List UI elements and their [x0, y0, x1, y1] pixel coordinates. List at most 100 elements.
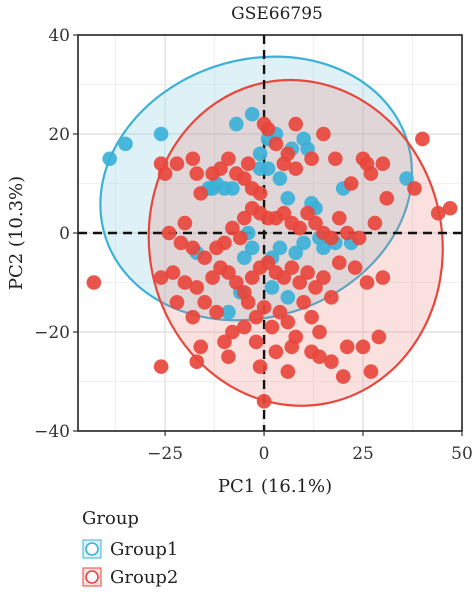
- point-group2: [177, 275, 193, 290]
- point-group2: [236, 210, 252, 226]
- point-group2: [280, 314, 296, 330]
- point-group2: [169, 156, 185, 171]
- point-group1: [280, 191, 296, 206]
- point-group2: [328, 151, 343, 167]
- point-group1: [296, 235, 311, 251]
- point-group2: [280, 364, 296, 379]
- legend-label-group1: Group1: [110, 538, 179, 560]
- point-group2: [355, 339, 371, 355]
- y-tick-label: 20: [48, 125, 70, 145]
- point-group2: [316, 270, 331, 285]
- point-group2: [331, 210, 347, 226]
- point-group2: [363, 166, 379, 181]
- point-group2: [268, 136, 284, 152]
- y-tick-label: −40: [34, 422, 70, 442]
- point-group2: [252, 186, 268, 201]
- point-group1: [153, 126, 169, 142]
- point-group2: [209, 304, 224, 320]
- x-axis-title: PC1 (16.1%): [218, 476, 332, 497]
- point-group2: [217, 235, 232, 251]
- y-axis-title: PC2 (10.3%): [6, 176, 27, 290]
- chart-title: GSE66795: [231, 4, 323, 24]
- y-tick-label: 0: [59, 224, 70, 244]
- legend-title: Group: [82, 508, 139, 529]
- point-group1: [252, 146, 268, 162]
- point-group2: [197, 295, 212, 310]
- point-group2: [351, 230, 367, 246]
- point-group2: [248, 309, 264, 325]
- point-group2: [153, 156, 169, 171]
- point-group2: [236, 319, 252, 335]
- point-group2: [240, 295, 256, 310]
- point-group2: [407, 181, 422, 196]
- x-tick-label: 50: [451, 444, 473, 464]
- point-group2: [165, 265, 181, 280]
- point-group2: [339, 225, 355, 241]
- point-group2: [161, 225, 177, 241]
- point-group1: [244, 240, 260, 256]
- point-group2: [205, 270, 220, 285]
- point-group2: [324, 290, 339, 305]
- point-group2: [197, 250, 212, 266]
- point-group2: [284, 339, 300, 355]
- point-group2: [331, 255, 347, 270]
- point-group1: [272, 171, 288, 186]
- point-group2: [185, 309, 201, 325]
- point-group1: [205, 181, 220, 196]
- point-group2: [189, 166, 205, 181]
- point-group2: [280, 146, 296, 162]
- point-group1: [229, 116, 244, 132]
- point-group2: [185, 240, 201, 256]
- point-group1: [118, 136, 133, 152]
- axis-ticks: −25 0 25 50 −40 −20 0 20 40: [34, 26, 473, 464]
- point-group2: [339, 339, 355, 355]
- point-group2: [236, 171, 252, 186]
- point-group2: [248, 334, 264, 350]
- legend: Group Group1 Group2: [82, 508, 178, 591]
- point-group2: [221, 349, 236, 365]
- pca-scatter-chart: −25 0 25 50 −40 −20 0 20 40 GSE66795 PC1 (16.1%)…: [6, 4, 473, 497]
- point-group2: [284, 260, 300, 275]
- point-group2: [225, 324, 240, 340]
- point-group2: [256, 394, 272, 409]
- point-group2: [153, 359, 169, 374]
- point-group2: [367, 215, 383, 231]
- point-group2: [300, 205, 315, 221]
- point-group2: [153, 270, 169, 285]
- legend-key-group1-icon: [82, 539, 102, 559]
- point-group2: [260, 255, 276, 270]
- point-group2: [347, 260, 363, 275]
- point-group2: [193, 339, 209, 355]
- point-group2: [173, 235, 189, 251]
- point-group2: [379, 191, 395, 206]
- point-group2: [276, 205, 292, 221]
- point-group2: [324, 354, 339, 370]
- point-group2: [233, 230, 248, 246]
- x-tick-label: 0: [259, 444, 270, 464]
- point-group2: [217, 334, 232, 350]
- point-group2: [415, 131, 430, 147]
- point-group2: [442, 200, 458, 216]
- legend-item-group2: Group2: [82, 563, 178, 591]
- point-group2: [335, 369, 351, 384]
- point-group2: [375, 270, 391, 285]
- point-group2: [359, 275, 375, 290]
- point-group1: [236, 250, 252, 266]
- point-group2: [343, 176, 359, 191]
- point-group2: [272, 304, 288, 320]
- point-group2: [312, 349, 327, 365]
- point-group1: [102, 151, 117, 167]
- y-tick-label: −20: [34, 323, 70, 343]
- x-tick-label: −25: [147, 444, 183, 464]
- point-group2: [363, 364, 379, 379]
- legend-label-group2: Group2: [110, 566, 179, 588]
- point-group1: [221, 304, 236, 320]
- point-group1: [296, 131, 311, 147]
- point-group2: [316, 126, 331, 142]
- point-group1: [272, 240, 288, 256]
- point-group2: [229, 275, 244, 290]
- point-group2: [288, 116, 304, 132]
- point-group2: [213, 161, 228, 176]
- point-group2: [371, 329, 387, 345]
- point-group1: [264, 280, 280, 295]
